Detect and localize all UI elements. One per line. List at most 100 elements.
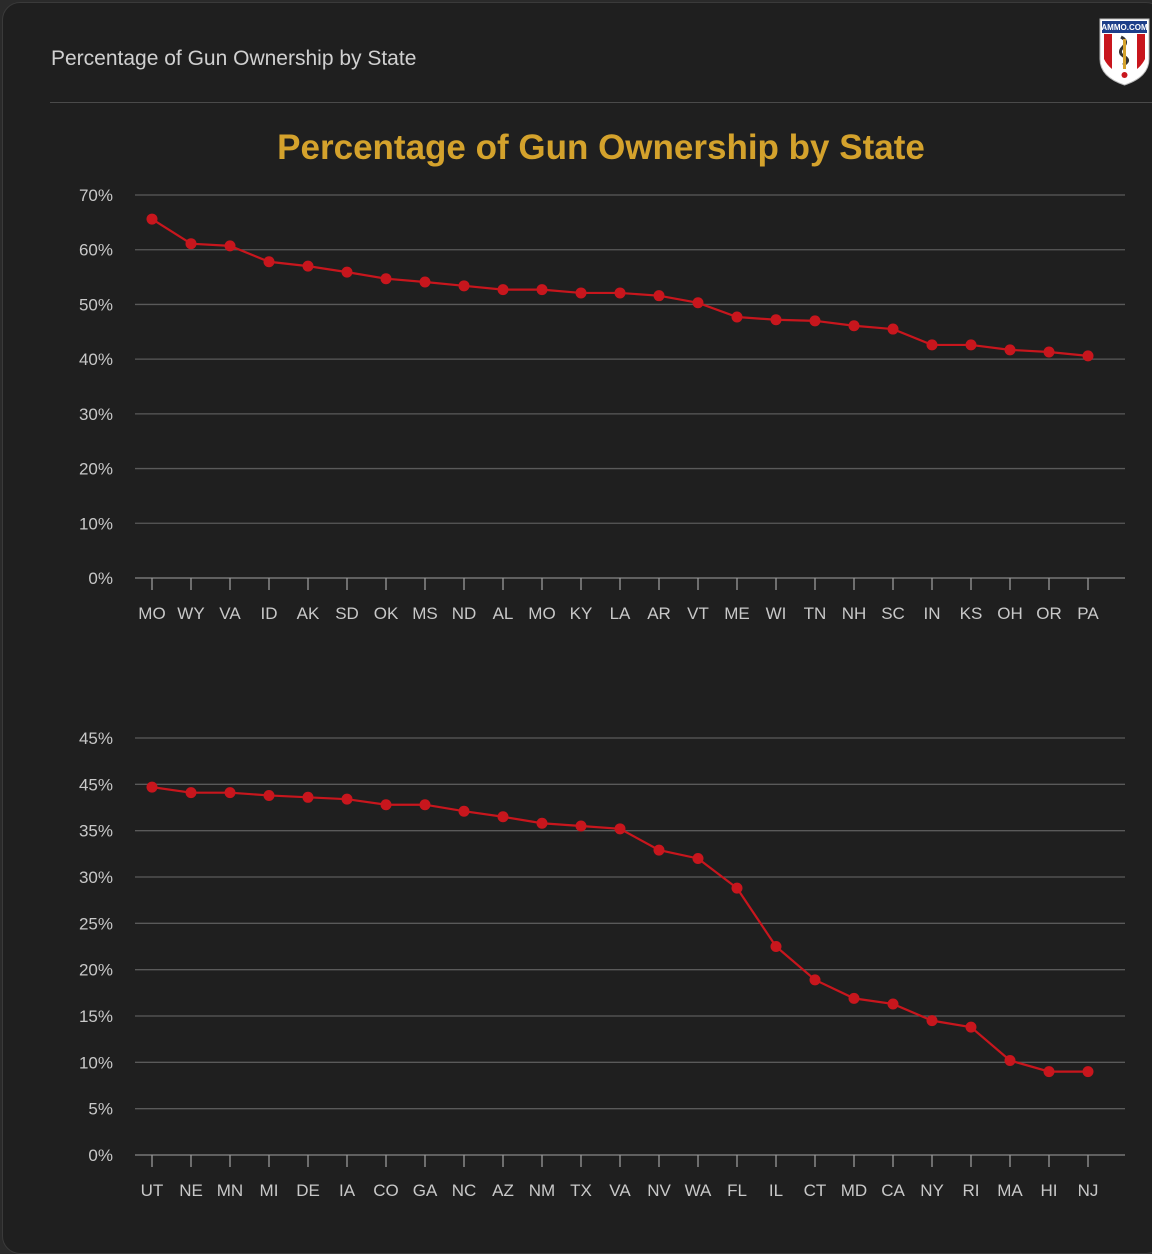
y-tick-label: 35% xyxy=(79,822,113,841)
data-point xyxy=(848,320,860,332)
data-point xyxy=(887,998,899,1010)
data-point xyxy=(302,260,314,272)
x-tick-label: CA xyxy=(881,1181,905,1200)
x-tick-label: NH xyxy=(842,604,867,623)
data-point xyxy=(575,287,587,299)
x-tick-label: MO xyxy=(138,604,165,623)
x-tick-label: NY xyxy=(920,1181,944,1200)
x-tick-label: ND xyxy=(452,604,477,623)
data-point xyxy=(692,297,704,309)
x-tick-label: MS xyxy=(412,604,438,623)
x-tick-label: IN xyxy=(924,604,941,623)
x-tick-label: KY xyxy=(570,604,593,623)
data-point xyxy=(926,1015,938,1027)
data-point xyxy=(614,287,626,299)
data-point xyxy=(263,789,275,801)
x-tick-label: ID xyxy=(261,604,278,623)
data-point xyxy=(263,256,275,268)
x-tick-label: VA xyxy=(219,604,241,623)
y-tick-label: 45% xyxy=(79,729,113,748)
y-tick-label: 20% xyxy=(79,961,113,980)
x-tick-label: NE xyxy=(179,1181,203,1200)
data-point xyxy=(965,339,977,351)
x-tick-label: IA xyxy=(339,1181,356,1200)
data-point xyxy=(419,799,431,811)
x-tick-label: VA xyxy=(609,1181,631,1200)
data-point xyxy=(185,787,197,799)
y-tick-label: 30% xyxy=(79,868,113,887)
card-header-title: Percentage of Gun Ownership by State xyxy=(51,47,417,70)
data-point xyxy=(302,791,314,803)
y-tick-label: 0% xyxy=(88,1146,113,1165)
x-tick-label: NJ xyxy=(1078,1181,1099,1200)
x-tick-label: MO xyxy=(528,604,555,623)
x-tick-label: WA xyxy=(685,1181,712,1200)
data-point xyxy=(497,811,509,823)
x-tick-label: FL xyxy=(727,1181,747,1200)
x-tick-label: SC xyxy=(881,604,905,623)
data-point xyxy=(887,323,899,335)
y-tick-label: 70% xyxy=(79,186,113,205)
y-tick-label: 20% xyxy=(79,460,113,479)
x-tick-label: CT xyxy=(804,1181,827,1200)
x-tick-label: MA xyxy=(997,1181,1023,1200)
x-tick-label: NC xyxy=(452,1181,477,1200)
data-point xyxy=(146,213,158,225)
data-point xyxy=(419,276,431,288)
x-tick-label: ME xyxy=(724,604,750,623)
x-tick-label: TN xyxy=(804,604,827,623)
data-point xyxy=(1043,346,1055,358)
y-tick-label: 25% xyxy=(79,914,113,933)
data-point xyxy=(848,992,860,1004)
data-point xyxy=(926,339,938,351)
x-tick-label: OR xyxy=(1036,604,1062,623)
data-point xyxy=(536,817,548,829)
x-tick-label: NV xyxy=(647,1181,671,1200)
x-tick-label: WY xyxy=(177,604,204,623)
data-point xyxy=(146,781,158,793)
data-point xyxy=(809,315,821,327)
data-point xyxy=(497,284,509,296)
y-tick-label: 45% xyxy=(79,775,113,794)
y-tick-label: 15% xyxy=(79,1007,113,1026)
y-tick-label: 10% xyxy=(79,1053,113,1072)
data-point xyxy=(1043,1066,1055,1078)
data-point xyxy=(458,280,470,292)
x-tick-label: AR xyxy=(647,604,671,623)
x-tick-label: LA xyxy=(610,604,631,623)
x-tick-label: HI xyxy=(1041,1181,1058,1200)
x-tick-label: WI xyxy=(766,604,787,623)
data-point xyxy=(692,852,704,864)
x-tick-label: RI xyxy=(963,1181,980,1200)
y-tick-label: 0% xyxy=(88,569,113,588)
x-tick-label: IL xyxy=(769,1181,783,1200)
data-point xyxy=(536,284,548,296)
x-tick-label: AZ xyxy=(492,1181,514,1200)
data-point xyxy=(614,823,626,835)
data-point xyxy=(380,799,392,811)
data-point xyxy=(575,820,587,832)
ammo-logo: AMMO.COM xyxy=(1097,17,1152,87)
data-point xyxy=(224,240,236,252)
x-tick-label: OK xyxy=(374,604,399,623)
data-point xyxy=(341,266,353,278)
y-tick-label: 50% xyxy=(79,295,113,314)
x-tick-label: KS xyxy=(960,604,983,623)
x-tick-label: CO xyxy=(373,1181,399,1200)
data-point xyxy=(653,844,665,856)
x-tick-label: DE xyxy=(296,1181,320,1200)
data-point xyxy=(224,787,236,799)
header-divider xyxy=(50,102,1152,103)
chart-title: Percentage of Gun Ownership by State xyxy=(277,128,925,167)
data-point xyxy=(731,882,743,894)
x-tick-label: PA xyxy=(1077,604,1099,623)
data-point xyxy=(809,974,821,986)
data-point xyxy=(185,238,197,250)
data-point xyxy=(1082,350,1094,362)
x-tick-label: MI xyxy=(260,1181,279,1200)
data-point xyxy=(341,793,353,805)
x-tick-label: UT xyxy=(141,1181,164,1200)
x-tick-label: MD xyxy=(841,1181,867,1200)
